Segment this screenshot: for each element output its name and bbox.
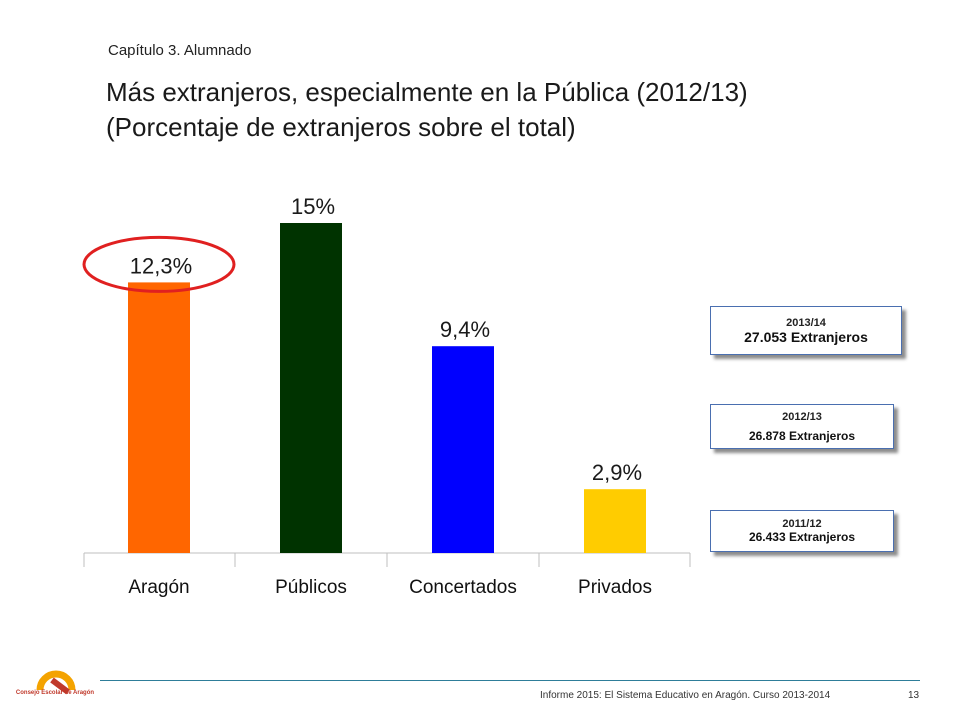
category-label-2: Concertados bbox=[409, 577, 517, 598]
bar-3 bbox=[584, 489, 646, 553]
logo-text: Consejo Escolar de Aragón bbox=[15, 690, 95, 696]
info-box-value: 26.433 Extranjeros bbox=[748, 530, 856, 544]
info-box-2011-12: 2011/12 26.433 Extranjeros bbox=[710, 510, 894, 552]
title-line-2: (Porcentaje de extranjeros sobre el tota… bbox=[106, 112, 576, 142]
bar-2 bbox=[432, 346, 494, 553]
info-box-value: 26.878 Extranjeros bbox=[748, 428, 856, 443]
data-label-2: 9,4% bbox=[440, 317, 490, 342]
footer-text: Informe 2015: El Sistema Educativo en Ar… bbox=[540, 690, 831, 701]
chapter-label: Capítulo 3. Alumnado bbox=[108, 42, 252, 59]
title-line-1: Más extranjeros, especialmente en la Púb… bbox=[106, 77, 748, 107]
info-box-year: 2012/13 bbox=[782, 410, 822, 423]
footer-divider bbox=[100, 680, 920, 681]
info-box-2012-13: 2012/13 26.878 Extranjeros bbox=[710, 404, 894, 449]
bar-0 bbox=[128, 282, 190, 553]
info-box-2013-14: 2013/14 27.053 Extranjeros bbox=[710, 306, 902, 355]
page-title: Más extranjeros, especialmente en la Púb… bbox=[106, 75, 926, 145]
category-label-1: Públicos bbox=[275, 577, 347, 598]
highlight-circle bbox=[82, 235, 236, 293]
category-label-3: Privados bbox=[578, 577, 652, 598]
info-box-value: 27.053 Extranjeros bbox=[744, 328, 868, 345]
category-label-0: Aragón bbox=[128, 577, 189, 598]
data-label-3: 2,9% bbox=[592, 460, 642, 485]
info-box-year: 2013/14 bbox=[786, 316, 826, 329]
data-label-1: 15% bbox=[291, 194, 335, 219]
bar-chart: 12,3% Aragón 15% Públicos 9,4% Concertados 2,9… bbox=[82, 194, 691, 598]
data-label-0: 12,3% bbox=[130, 253, 192, 278]
bar-1 bbox=[280, 223, 342, 553]
info-box-year: 2011/12 bbox=[782, 518, 822, 530]
page-number: 13 bbox=[908, 690, 920, 701]
consejo-escolar-logo bbox=[36, 670, 76, 695]
